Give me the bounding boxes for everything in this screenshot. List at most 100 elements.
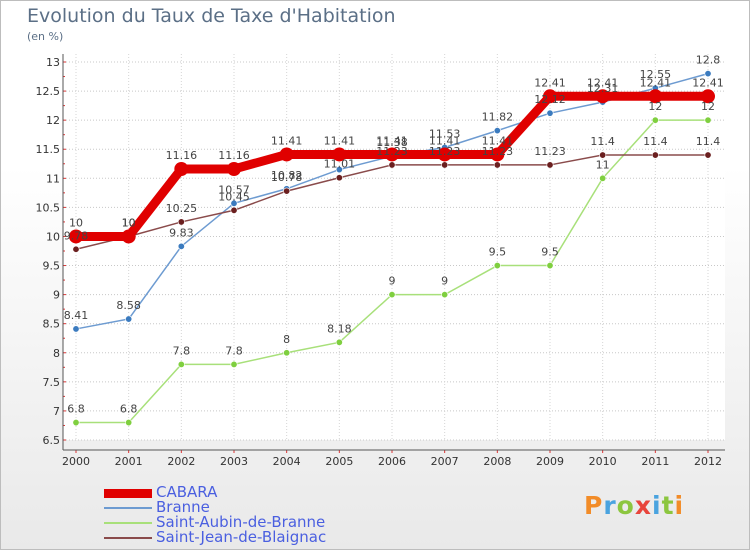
data-label: 10.82 bbox=[271, 169, 303, 182]
data-label: 11 bbox=[596, 158, 610, 171]
data-label: 11.4 bbox=[696, 135, 721, 148]
data-label: 6.8 bbox=[120, 403, 138, 416]
data-point-saint-jean-de-blaignac bbox=[546, 161, 554, 169]
data-label: 12 bbox=[701, 100, 715, 113]
data-point-branne bbox=[546, 109, 554, 117]
data-point-cabara bbox=[174, 162, 189, 177]
data-label: 9.78 bbox=[64, 229, 89, 242]
data-label: 12.41 bbox=[587, 76, 619, 89]
data-point-saint-aubin-de-branne bbox=[493, 262, 501, 270]
x-tick-label: 2012 bbox=[694, 455, 722, 468]
y-tick-label: 12.5 bbox=[36, 85, 61, 98]
logo-letter: i bbox=[674, 491, 685, 520]
y-tick-label: 11 bbox=[46, 172, 60, 185]
logo-letter: r bbox=[603, 491, 617, 520]
data-label: 12.55 bbox=[640, 68, 672, 81]
data-label: 12.12 bbox=[534, 93, 566, 106]
data-label: 10.45 bbox=[218, 190, 250, 203]
data-point-cabara bbox=[543, 89, 557, 104]
data-label: 12.41 bbox=[692, 76, 724, 89]
data-point-branne bbox=[335, 166, 343, 174]
data-label: 9 bbox=[389, 275, 396, 288]
y-tick-label: 10.5 bbox=[36, 201, 61, 214]
data-label: 7.8 bbox=[173, 344, 191, 357]
y-tick-label: 7 bbox=[53, 405, 60, 418]
data-point-branne bbox=[704, 70, 712, 78]
data-point-saint-aubin-de-branne bbox=[546, 262, 554, 270]
y-tick-label: 7.5 bbox=[43, 376, 61, 389]
data-label: 11.23 bbox=[376, 145, 408, 158]
data-label: 6.8 bbox=[67, 403, 85, 416]
logo-letter: t bbox=[661, 491, 675, 520]
data-label: 12.8 bbox=[696, 54, 721, 67]
data-point-saint-aubin-de-branne bbox=[441, 291, 449, 299]
data-point-saint-aubin-de-branne bbox=[230, 360, 238, 368]
chart-title: Evolution du Taux de Taxe d'Habitation bbox=[27, 5, 396, 27]
data-point-saint-jean-de-blaignac bbox=[230, 206, 238, 214]
data-point-cabara bbox=[69, 229, 83, 244]
legend-swatch bbox=[104, 507, 152, 509]
x-tick-label: 2003 bbox=[220, 455, 248, 468]
y-tick-label: 12 bbox=[46, 114, 60, 127]
logo-letter: x bbox=[634, 491, 652, 520]
x-tick-label: 2004 bbox=[273, 455, 301, 468]
legend-label: Saint-Aubin-de-Branne bbox=[156, 513, 326, 531]
data-label: 9.83 bbox=[169, 226, 194, 239]
data-point-saint-jean-de-blaignac bbox=[283, 187, 291, 195]
x-tick-label: 2009 bbox=[536, 455, 564, 468]
x-tick-label: 2000 bbox=[62, 455, 90, 468]
y-tick-label: 10 bbox=[46, 230, 60, 243]
x-tick-label: 2008 bbox=[483, 455, 511, 468]
legend-swatch bbox=[104, 537, 152, 539]
data-point-saint-jean-de-blaignac bbox=[704, 151, 712, 159]
data-point-saint-jean-de-blaignac bbox=[651, 151, 659, 159]
data-point-cabara bbox=[332, 147, 347, 162]
data-point-branne bbox=[125, 315, 133, 323]
data-label: 8 bbox=[283, 333, 290, 346]
y-tick-label: 9 bbox=[53, 289, 60, 302]
data-point-saint-aubin-de-branne bbox=[72, 419, 80, 427]
data-label: 11.4 bbox=[643, 135, 668, 148]
x-tick-label: 2005 bbox=[325, 455, 353, 468]
legend-label: Branne bbox=[156, 498, 210, 516]
data-label: 12.41 bbox=[534, 76, 566, 89]
data-label: 11.41 bbox=[429, 134, 461, 147]
data-label: 11.23 bbox=[534, 145, 566, 158]
data-label: 10.78 bbox=[271, 171, 303, 184]
data-label: 8.18 bbox=[327, 322, 352, 335]
data-label: 11.4 bbox=[590, 135, 615, 148]
logo-letter: i bbox=[652, 491, 662, 520]
y-tick-label: 13 bbox=[46, 56, 60, 69]
data-point-saint-jean-de-blaignac bbox=[335, 174, 343, 182]
data-point-saint-aubin-de-branne bbox=[651, 116, 659, 124]
logo-letter: P bbox=[584, 491, 604, 520]
data-point-saint-aubin-de-branne bbox=[599, 174, 607, 182]
data-point-cabara bbox=[490, 147, 505, 162]
data-point-saint-jean-de-blaignac bbox=[72, 245, 80, 253]
legend-label: Saint-Jean-de-Blaignac bbox=[156, 528, 327, 546]
data-point-saint-aubin-de-branne bbox=[704, 116, 712, 124]
data-point-cabara bbox=[701, 89, 715, 104]
data-label: 10 bbox=[122, 216, 136, 229]
data-point-saint-jean-de-blaignac bbox=[493, 161, 501, 169]
data-label: 11.41 bbox=[324, 134, 356, 147]
data-label: 12 bbox=[648, 100, 662, 113]
data-point-cabara bbox=[121, 229, 136, 244]
data-label: 9.5 bbox=[489, 246, 507, 259]
y-tick-label: 6.5 bbox=[43, 434, 61, 447]
data-label: 11.53 bbox=[429, 127, 461, 140]
chart-subtitle: (en %) bbox=[27, 30, 64, 43]
legend-swatch bbox=[104, 522, 152, 524]
data-label: 11.16 bbox=[166, 149, 198, 162]
data-point-saint-jean-de-blaignac bbox=[388, 161, 396, 169]
x-tick-label: 2006 bbox=[378, 455, 406, 468]
data-point-saint-jean-de-blaignac bbox=[599, 151, 607, 159]
data-label: 12.31 bbox=[587, 82, 619, 95]
legend-swatch bbox=[104, 488, 152, 498]
data-label: 10 bbox=[69, 216, 83, 229]
data-label: 12.41 bbox=[640, 76, 672, 89]
data-label: 9 bbox=[441, 275, 448, 288]
data-label: 9.5 bbox=[541, 246, 559, 259]
